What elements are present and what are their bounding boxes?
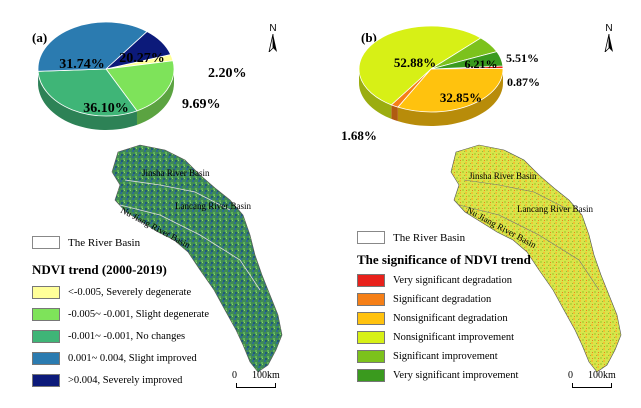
north-arrow-icon — [268, 34, 277, 52]
legend-label: Very significant degradation — [393, 275, 512, 286]
legend-label: Very significant improvement — [393, 370, 519, 381]
basin-region — [111, 144, 283, 373]
pie-slice-label: 9.69% — [182, 97, 221, 112]
legend-swatch — [32, 352, 60, 365]
ndvi-trend-map: Jinsha River Basin Lancang River Basin N… — [111, 144, 283, 373]
pie-slice-label: 36.10% — [83, 101, 129, 116]
pie-slice — [37, 68, 138, 117]
legend-item: Nonsignificant degradation — [357, 312, 518, 325]
pie-slice-label: 32.85% — [440, 90, 482, 105]
scale-distance: 100km — [252, 370, 280, 381]
scale-distance: 100km — [588, 370, 616, 381]
legend-item: Very significant improvement — [357, 369, 518, 382]
scale-bar: 0 100km — [232, 370, 280, 388]
pie-slice-label: 52.88% — [394, 55, 436, 70]
scale-zero: 0 — [568, 370, 573, 381]
pie-slice — [104, 31, 172, 70]
legend-label: 0.001~ 0.004, Slight improved — [68, 353, 197, 364]
ndvi-significance-map: Jinsha River Basin Lancang River Basin N… — [450, 144, 622, 373]
pie-slice-side — [397, 69, 503, 127]
basin-label-jinsha: Jinsha River Basin — [469, 171, 537, 181]
boundary-label: The River Basin — [68, 236, 141, 249]
legend-swatch — [357, 331, 385, 344]
boundary-legend: The River Basin — [32, 236, 140, 249]
legend: <-0.005, Severely degenerate -0.005~ -0.0… — [32, 286, 209, 396]
legend-title: NDVI trend (2000-2019) — [32, 262, 167, 277]
basin-boundary-line — [458, 204, 600, 291]
pie-slice — [430, 51, 504, 70]
pie-chart: 0.87% 32.85% 1.68% 52.88% 6.21% 5.51% — [341, 25, 540, 143]
scale-bar: 0 100km — [568, 370, 616, 388]
legend-swatch — [32, 308, 60, 321]
legend-label: -0.001~ -0.001, No changes — [68, 331, 186, 342]
pie-slice-label: 20.27% — [119, 51, 165, 66]
panel-label: (a) — [32, 30, 48, 45]
pie-slice-label: 6.21% — [465, 57, 498, 71]
pie-slice — [105, 60, 175, 112]
panel-label: (b) — [361, 30, 377, 45]
basin-boundary-line — [119, 204, 261, 291]
legend: Very significant degradation Significant … — [357, 274, 518, 388]
legend-item: Nonsignificant improvement — [357, 331, 518, 344]
legend-label: Nonsignificant improvement — [393, 332, 515, 343]
legend-swatch — [357, 312, 385, 325]
pie-slice — [37, 21, 148, 72]
legend-item: <-0.005, Severely degenerate — [32, 286, 209, 299]
legend-title: The significance of NDVI trend — [357, 252, 531, 267]
scale-bar-line — [236, 383, 276, 388]
pie-slice-side — [359, 69, 392, 119]
pie-slice-label: 2.20% — [208, 66, 247, 81]
legend-item: -0.001~ -0.001, No changes — [32, 330, 209, 343]
pie-slice-side — [38, 71, 137, 130]
pie-slice — [397, 67, 504, 113]
pie-slice-label: 0.87% — [507, 75, 540, 89]
legend-swatch — [357, 350, 385, 363]
panel-b: (b) 0.87% 32.85% 1.68% 52.88% 6.21% 5.51% N J… — [321, 0, 641, 408]
pie-slice — [358, 25, 482, 106]
north-arrow: N — [263, 24, 283, 52]
legend-swatch — [32, 286, 60, 299]
basin-boundary-line — [463, 179, 570, 211]
scale-zero: 0 — [232, 370, 237, 381]
legend-label: Significant degradation — [393, 294, 492, 305]
legend-item: -0.005~ -0.001, Slight degenerate — [32, 308, 209, 321]
legend-item: >0.004, Severely improved — [32, 374, 209, 387]
legend-swatch — [32, 330, 60, 343]
basin-boundary-line — [124, 179, 231, 211]
boundary-legend: The River Basin — [357, 231, 465, 244]
pie-slice-label: 1.68% — [341, 128, 377, 143]
basin-label-lancang: Lancang River Basin — [517, 204, 593, 214]
pie-slice-side — [391, 104, 398, 122]
legend-item: Significant degradation — [357, 293, 518, 306]
legend-item: Very significant degradation — [357, 274, 518, 287]
legend-item: Significant improvement — [357, 350, 518, 363]
legend-label: >0.004, Severely improved — [68, 375, 183, 386]
basin-region — [450, 144, 622, 373]
pie-chart: 2.20% 20.27% 31.74% 36.10% 9.69% — [37, 21, 247, 130]
legend-swatch — [32, 374, 60, 387]
legend-swatch — [357, 369, 385, 382]
basin-label-jinsha: Jinsha River Basin — [142, 168, 210, 178]
boundary-swatch — [357, 231, 385, 244]
north-arrow: N — [599, 24, 619, 52]
boundary-label: The River Basin — [393, 231, 466, 244]
legend-label: <-0.005, Severely degenerate — [68, 287, 192, 298]
north-arrow-icon — [604, 34, 613, 52]
legend-swatch — [357, 274, 385, 287]
boundary-swatch — [32, 236, 60, 249]
scale-bar-line — [572, 383, 612, 388]
basin-label-lancang: Lancang River Basin — [175, 201, 251, 211]
legend-label: Nonsignificant degradation — [393, 313, 508, 324]
legend-label: Significant improvement — [393, 351, 498, 362]
legend-label: -0.005~ -0.001, Slight degenerate — [68, 309, 209, 320]
north-label: N — [605, 23, 613, 34]
pie-slice-side — [136, 69, 174, 125]
pie-slice-label: 31.74% — [59, 57, 105, 72]
pie-slice-label: 5.51% — [506, 51, 539, 65]
legend-item: 0.001~ 0.004, Slight improved — [32, 352, 209, 365]
panel-a: (a) 2.20% 20.27% 31.74% 36.10% 9.69% N Jinsh… — [0, 0, 320, 408]
north-label: N — [269, 23, 277, 34]
legend-swatch — [357, 293, 385, 306]
